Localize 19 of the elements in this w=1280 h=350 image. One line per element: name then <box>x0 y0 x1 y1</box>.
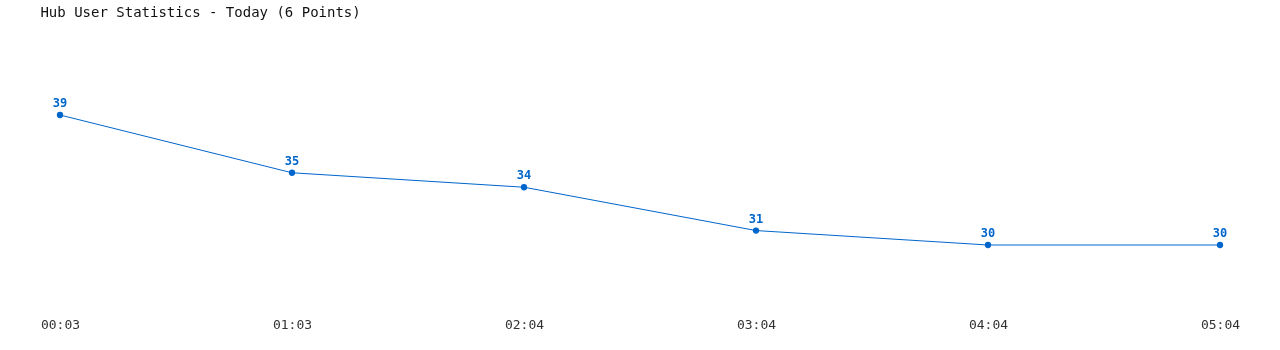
data-label: 31 <box>748 211 764 226</box>
point <box>1216 241 1224 249</box>
point <box>288 169 296 176</box>
chart-title: Hub User Statistics - Today (6 Points) <box>40 4 361 20</box>
x-tick-label: 03:04 <box>736 316 777 332</box>
data-label: 30 <box>1212 226 1228 240</box>
point <box>56 111 64 119</box>
point <box>984 241 992 249</box>
data-label: 35 <box>284 153 300 168</box>
x-tick-label: 02:04 <box>504 316 545 332</box>
point <box>520 184 528 191</box>
data-label: 30 <box>980 226 996 240</box>
data-label: 39 <box>52 96 68 110</box>
point <box>752 227 760 234</box>
x-tick-label: 05:04 <box>1200 316 1241 332</box>
x-tick-label: 04:04 <box>968 316 1009 332</box>
data-label: 34 <box>516 168 532 183</box>
x-tick-label: 00:03 <box>40 316 81 332</box>
x-tick-label: 01:03 <box>272 316 313 332</box>
